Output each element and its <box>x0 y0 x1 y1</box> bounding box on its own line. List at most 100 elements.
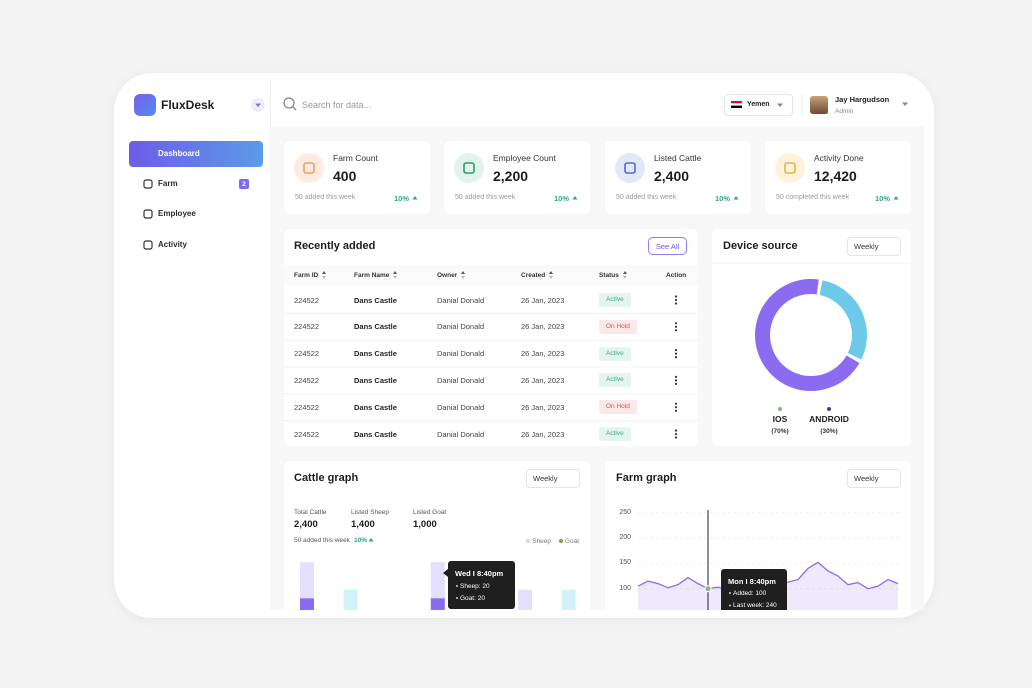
period-select[interactable] <box>847 237 901 256</box>
nav-active[interactable] <box>129 141 263 167</box>
status-badge: Active <box>599 293 631 307</box>
cell-owner: Danial Donald <box>437 295 485 305</box>
stat-title: Activity Done <box>814 152 864 163</box>
y-tick-label: 200 <box>619 533 631 541</box>
legend-label: IOS <box>772 413 788 424</box>
total-label: Listed Goat <box>413 508 447 516</box>
cell-id: 224522 <box>294 295 320 305</box>
main-area: Farm Count 400 50 added this week 10% Employ… <box>270 127 924 610</box>
legend-label: ANDROID <box>809 413 849 424</box>
cell-owner: Danial Donald <box>437 375 485 385</box>
cell-owner: Danial Donald <box>437 429 485 439</box>
cell-created: 26 Jan, 2023 <box>521 349 565 359</box>
column-header[interactable]: Status <box>599 271 619 279</box>
stat-value: 2,400 <box>654 168 690 184</box>
country-select[interactable] <box>724 94 793 116</box>
total-value: 1,400 <box>351 518 375 530</box>
cell-owner: Danial Donald <box>437 322 485 332</box>
cell-owner: Danial Donald <box>437 402 485 412</box>
brand-name: FluxDesk <box>161 98 215 112</box>
stat-change: 10% <box>393 193 409 203</box>
see-all-label[interactable]: See All <box>655 241 680 251</box>
stat-title: Farm Count <box>333 152 378 163</box>
stat-note: 50 added this week <box>455 194 516 201</box>
legend-value: (70%) <box>771 427 789 435</box>
cell-created: 26 Jan, 2023 <box>521 429 565 439</box>
nav-item[interactable]: Dashboard <box>158 149 200 158</box>
badge-count: 2 <box>242 180 246 188</box>
panel-title: Device source <box>723 240 798 252</box>
cell-created: 26 Jan, 2023 <box>521 402 565 412</box>
cell-name: Dans Castle <box>354 375 397 385</box>
cell-name: Dans Castle <box>354 402 397 412</box>
column-header[interactable]: Owner <box>437 271 458 279</box>
stat-change: 10% <box>714 193 730 203</box>
tooltip-line: Sheep: 20 <box>460 582 490 590</box>
cell-id: 224522 <box>294 322 320 332</box>
search-input[interactable]: Search for data... <box>302 100 372 110</box>
period-select[interactable] <box>847 469 901 488</box>
legend-label: Sheep <box>532 537 551 545</box>
tooltip-title: Wed I 8:40pm <box>455 568 504 578</box>
status-badge: On Hold <box>599 400 637 415</box>
stat-value: 12,420 <box>814 168 857 184</box>
stat-title: Listed Cattle <box>654 152 702 163</box>
period-label: Weekly <box>854 242 879 251</box>
cell-created: 26 Jan, 2023 <box>521 295 565 305</box>
period-label: Weekly <box>854 474 879 483</box>
stat-change: 10% <box>354 536 368 544</box>
tooltip-title: Mon I 8:40pm <box>728 576 776 586</box>
cell-name: Dans Castle <box>354 349 397 359</box>
see-all-button[interactable] <box>648 237 687 255</box>
country-name: Yemen <box>747 101 770 108</box>
column-header[interactable]: Farm ID <box>294 271 319 279</box>
status-badge: Active <box>599 346 631 361</box>
nav-item[interactable]: Employee <box>158 209 196 218</box>
y-tick-label: 100 <box>619 584 631 592</box>
stat-note: 50 added this week <box>294 536 351 544</box>
cell-id: 224522 <box>294 429 320 439</box>
main-content: Farm Count 400 50 added this week 10% Employ… <box>270 127 924 610</box>
cell-name: Dans Castle <box>354 295 397 305</box>
total-label: Total Cattle <box>294 508 327 516</box>
total-label: Listed Sheep <box>351 508 389 516</box>
total-value: 1,000 <box>413 518 437 530</box>
legend-value: (30%) <box>820 427 838 435</box>
cell-id: 224522 <box>294 402 320 412</box>
logo <box>134 94 156 116</box>
column-header[interactable]: Farm Name <box>354 271 390 279</box>
status-badge: Active <box>599 373 631 388</box>
stat-title: Employee Count <box>493 152 556 163</box>
nav-badge <box>239 179 249 189</box>
status-badge: On Hold <box>599 319 637 334</box>
cell-id: 224522 <box>294 349 320 359</box>
stat-value: 2,200 <box>493 168 529 184</box>
cell-id: 224522 <box>294 375 320 385</box>
cell-name: Dans Castle <box>354 322 397 332</box>
column-header[interactable]: Created <box>521 271 546 279</box>
tooltip-line: Last week: 240 <box>733 602 777 609</box>
stat-value: 400 <box>333 168 357 184</box>
cell-name: Dans Castle <box>354 429 397 439</box>
user-role: Admin <box>835 107 854 115</box>
period-label: Weekly <box>533 474 558 483</box>
nav-item[interactable]: Farm <box>158 179 178 188</box>
y-tick-label: 150 <box>619 559 631 567</box>
user-name: Jay Hargudson <box>835 94 890 104</box>
panel-title: Recently added <box>294 240 376 252</box>
column-header[interactable]: Action <box>666 271 687 279</box>
tooltip-line: Goat: 20 <box>460 594 485 602</box>
cell-created: 26 Jan, 2023 <box>521 322 565 332</box>
period-select[interactable] <box>526 469 580 488</box>
table-header-band <box>284 265 698 285</box>
stat-note: 50 completed this week <box>776 194 850 201</box>
panel-title: Farm graph <box>616 472 677 484</box>
avatar <box>810 96 828 114</box>
stat-change: 10% <box>874 193 890 203</box>
tooltip-line: Added: 100 <box>733 589 767 597</box>
nav-item[interactable]: Activity <box>158 240 187 249</box>
total-value: 2,400 <box>294 518 318 530</box>
legend-label: Goat <box>564 537 579 545</box>
stat-change: 10% <box>553 193 569 203</box>
